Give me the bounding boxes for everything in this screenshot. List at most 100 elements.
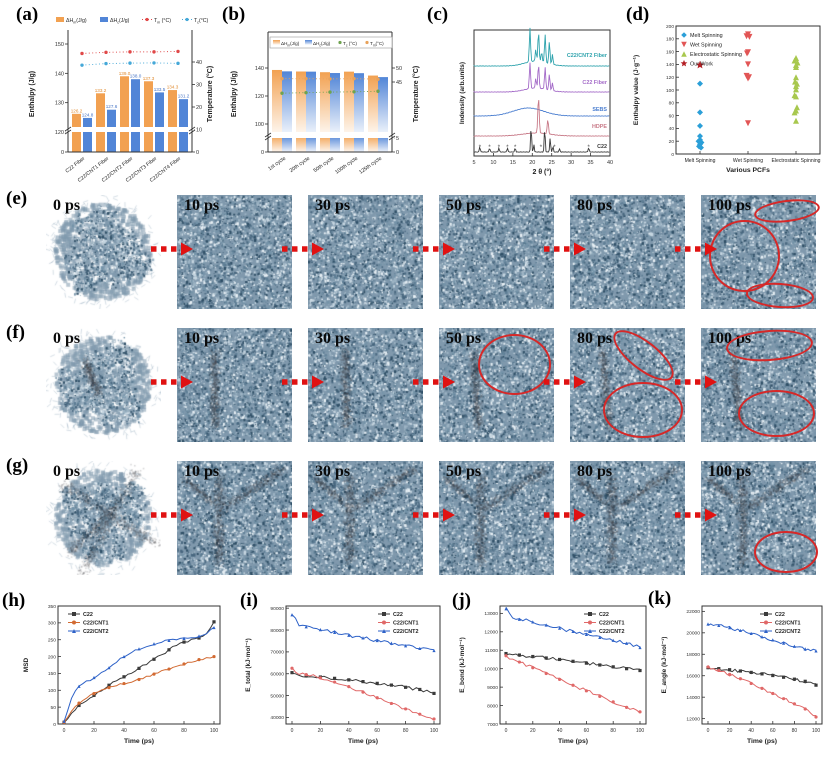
svg-text:30: 30 [568,160,574,166]
svg-text:140: 140 [55,71,64,77]
time-label: 100 ps [708,197,752,214]
svg-text:0: 0 [396,150,399,156]
svg-text:138.0: 138.0 [130,74,142,79]
svg-text:18000: 18000 [686,652,700,658]
dashed-arrow-icon [151,375,193,389]
svg-text:7000: 7000 [487,722,498,728]
time-label: 80 ps [577,463,613,480]
plot-h: 0 50 100 150 200 250 300 350 0 20 40 60 80 100 Time (p… [23,604,221,745]
plot-i: 40000 50000 60000 70000 80000 90000 0 20 40 60 80 1… [245,605,441,745]
time-label: 10 ps [184,463,220,480]
svg-text:C22 Fiber: C22 Fiber [582,80,607,86]
svg-text:C22: C22 [599,612,609,618]
svg-text:Various PCFs: Various PCFs [726,167,770,174]
svg-text:130: 130 [55,101,64,107]
time-label: 50 ps [446,463,482,480]
svg-text:22000: 22000 [686,609,700,615]
svg-text:10000: 10000 [484,666,498,672]
svg-text:150: 150 [55,42,64,48]
svg-text:40: 40 [346,728,352,734]
panel-label-c: (c) [427,4,449,25]
svg-text:Our Work: Our Work [690,62,713,68]
svg-text:C22/CNT2 Fiber: C22/CNT2 Fiber [567,53,608,59]
panel-label-a: (a) [16,4,39,25]
svg-text:*: * [506,144,509,151]
svg-text:50: 50 [51,705,57,711]
panel-label-g: (g) [6,455,29,476]
svg-text:139.0: 139.0 [119,71,131,76]
svg-text:20th cycle: 20th cycle [289,156,312,174]
svg-text:0: 0 [261,150,264,156]
svg-text:200: 200 [48,654,56,660]
md-snapshot-image [570,195,685,309]
svg-text:131.2: 131.2 [178,94,190,99]
dashed-arrow-icon [413,242,455,256]
md-snapshot-image [439,461,554,575]
svg-text:20: 20 [727,728,733,734]
time-label: 50 ps [446,197,482,214]
md-snapshot-image [439,195,554,309]
svg-text:125th cycle: 125th cycle [358,156,383,176]
md-snapshot-e-5: 100 ps [701,195,822,310]
svg-text:80: 80 [669,101,675,107]
svg-text:1st cycle: 1st cycle [267,156,287,173]
svg-text:40000: 40000 [270,715,284,721]
svg-text:160: 160 [666,49,674,55]
md-snapshot-f-5: 100 ps [701,327,816,442]
svg-text:Melt Spinning: Melt Spinning [685,158,716,164]
svg-text:C22/CNT1: C22/CNT1 [83,621,108,627]
md-snapshot-e-2: 30 ps [308,195,423,309]
svg-text:*: * [514,144,517,151]
svg-text:ΔHm(J/g): ΔHm(J/g) [66,18,87,24]
chart-j-ebond: 7000 8000 9000 10000 11000 12000 13000 0 20 40 60 8… [452,594,652,759]
highlight-ellipse [737,389,816,437]
svg-text:2 θ (°): 2 θ (°) [532,168,551,176]
svg-text:120: 120 [255,94,264,100]
panel-label-h: (h) [2,590,26,611]
dashed-arrow-icon [675,508,717,522]
svg-text:Tc (°C): Tc (°C) [343,41,357,47]
svg-text:20: 20 [669,139,675,145]
svg-text:Time (ps): Time (ps) [348,738,378,745]
svg-text:0: 0 [196,150,199,156]
panel-label-d: (d) [626,4,650,25]
dashed-arrow-icon [544,508,586,522]
svg-text:137.3: 137.3 [143,76,155,81]
chart-i-etotal: 40000 50000 60000 70000 80000 90000 0 20 40 60 80 1… [238,594,446,759]
plot-k: 12000 14000 16000 18000 20000 22000 0 20 40 60 80 1… [661,605,823,745]
legend-k: C22 C22/CNT1 C22/CNT2 [760,612,800,635]
md-snapshot-image [46,328,161,442]
svg-text:*: * [479,144,482,151]
panel-label-j: (j) [452,590,471,611]
md-snapshot-image [308,461,423,575]
time-label: 0 ps [53,330,81,347]
highlight-ellipse [603,381,684,439]
svg-text:C22/CNT2: C22/CNT2 [83,629,108,635]
dashed-arrow-icon [282,375,324,389]
svg-text:100: 100 [636,728,645,734]
plot-a: 0 120 130 140 150 0 10 20 30 40 126.2 133.2 139.0 137… [29,30,214,184]
svg-text:Temperature (°C): Temperature (°C) [412,66,420,122]
svg-text:250: 250 [48,638,56,644]
md-snapshot-f-1: 10 ps [177,328,292,442]
svg-text:120: 120 [55,130,64,136]
time-label: 10 ps [184,330,220,347]
md-snapshot-g-1: 10 ps [177,461,292,575]
svg-text:100: 100 [812,728,821,734]
svg-text:60: 60 [584,728,590,734]
time-label: 100 ps [708,330,752,347]
svg-text:80: 80 [181,728,187,734]
svg-text:E_total (kJ·mol⁻¹): E_total (kJ·mol⁻¹) [245,638,252,691]
svg-text:Enthalpy (J/g): Enthalpy (J/g) [29,71,36,117]
svg-text:5: 5 [396,136,399,142]
svg-text:50: 50 [396,66,402,72]
plot-b: 0 100 120 140 0 5 45 50 1st cycle 20th cycle 50th … [231,31,420,176]
svg-text:60: 60 [151,728,157,734]
svg-text:350: 350 [48,604,56,610]
svg-text:C22/CNT2: C22/CNT2 [393,629,418,635]
md-snapshot-image [177,328,292,442]
chart-b-cycle-bar: 0 100 120 140 0 5 45 50 1st cycle 20th cycle 50th … [224,6,426,184]
svg-text:25: 25 [549,160,555,166]
chart-a-enthalpy-bar: 0 120 130 140 150 0 10 20 30 40 126.2 133.2 139.0 137… [22,6,220,184]
